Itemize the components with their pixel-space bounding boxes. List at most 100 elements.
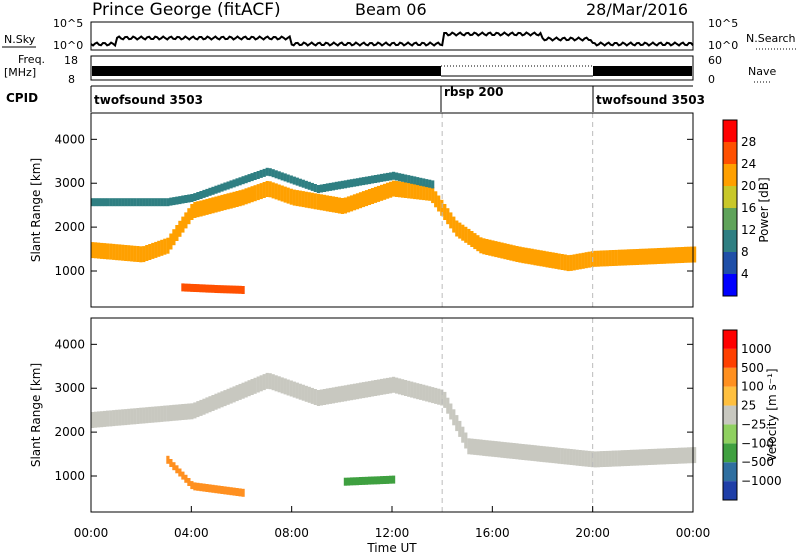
power-ylabel: Slant Range [km] [29,158,43,262]
data-cell [590,451,594,468]
data-cell [539,445,543,462]
data-cell [280,377,284,394]
data-cell [241,382,245,399]
data-cell [232,179,236,188]
data-cell [97,411,101,428]
data-cell [671,247,676,264]
data-cell [211,186,215,195]
data-cell [241,286,245,294]
data-cell [389,377,393,394]
data-cell [560,448,564,465]
data-cell [205,188,209,197]
colorbar-swatch [723,274,737,296]
data-cell [449,403,453,420]
data-cell [286,174,290,183]
data-cell [136,408,140,424]
data-cell [617,249,621,266]
data-cell [623,249,627,266]
data-cell [656,248,661,264]
data-cell [100,198,104,207]
data-cell [340,385,344,402]
data-cell [367,176,372,185]
data-cell [352,194,357,211]
data-cell [115,409,119,426]
data-cell [370,175,375,184]
data-cell [112,198,116,207]
data-cell [319,389,323,406]
data-cell [677,447,682,464]
data-cell [389,181,393,198]
data-cell [352,383,357,400]
data-cell [641,248,645,265]
ytick-label: 1000 [54,469,85,483]
data-cell [503,243,507,260]
velocity-cbar-label: Velocity [m s⁻¹] [765,368,779,461]
data-cell [437,388,441,405]
data-cell [404,174,408,183]
data-cell [229,192,233,209]
data-cell [407,175,411,184]
data-cell [154,406,158,423]
data-cell [301,179,305,188]
data-cell [250,173,254,182]
data-cell [130,245,134,262]
data-cell [626,249,630,266]
data-cell [235,488,239,496]
noise-left-label: N.Sky [4,33,36,46]
data-cell [554,252,558,269]
data-cell [443,204,447,220]
data-cell [160,405,164,422]
xtick-label: 00:00 [676,526,711,540]
data-cell [157,240,161,257]
data-cell [271,374,275,391]
xtick-label: 12:00 [375,526,410,540]
power-cbar-label: Power [dB] [757,177,771,242]
data-cell [572,449,576,466]
data-cell [349,179,354,188]
data-cell [395,377,399,394]
data-cell [199,284,203,293]
data-cell [118,198,122,207]
data-cell [91,242,95,259]
data-cell [578,450,582,466]
data-cell [241,189,245,206]
data-cell [214,393,218,410]
data-cell [518,443,522,460]
data-cell [148,198,152,207]
data-cell [298,383,302,400]
data-cell [172,462,176,471]
data-cell [674,247,679,264]
data-cell [470,438,474,455]
data-cell [223,194,227,211]
data-cell [383,183,387,200]
data-cell [398,378,402,395]
freq-bar-2 [593,66,692,76]
data-cell [367,381,372,398]
data-cell [190,204,194,220]
data-cell [681,447,685,464]
data-cell [232,386,236,403]
data-cell [172,197,176,206]
data-cell [620,450,624,467]
data-cell [653,448,658,465]
data-cell [154,198,158,207]
data-cell [346,384,351,401]
data-cell [91,198,95,207]
data-cell [184,195,188,203]
data-cell [187,478,191,486]
data-cell [376,174,381,183]
data-cell [539,250,543,267]
data-cell [325,388,329,405]
xtick-label: 00:00 [74,526,109,540]
data-cell [220,194,224,211]
x-axis: 00:00 04:00 08:00 12:00 16:00 20:00 00:00 [74,506,711,540]
data-cell [139,198,143,207]
data-cell [175,196,179,205]
data-cell [181,195,185,204]
ytick-label: 2000 [54,220,85,234]
data-cell [693,246,697,263]
data-cell [130,198,134,207]
data-cell [220,183,224,192]
data-cell [497,241,501,258]
data-cell [376,379,381,396]
